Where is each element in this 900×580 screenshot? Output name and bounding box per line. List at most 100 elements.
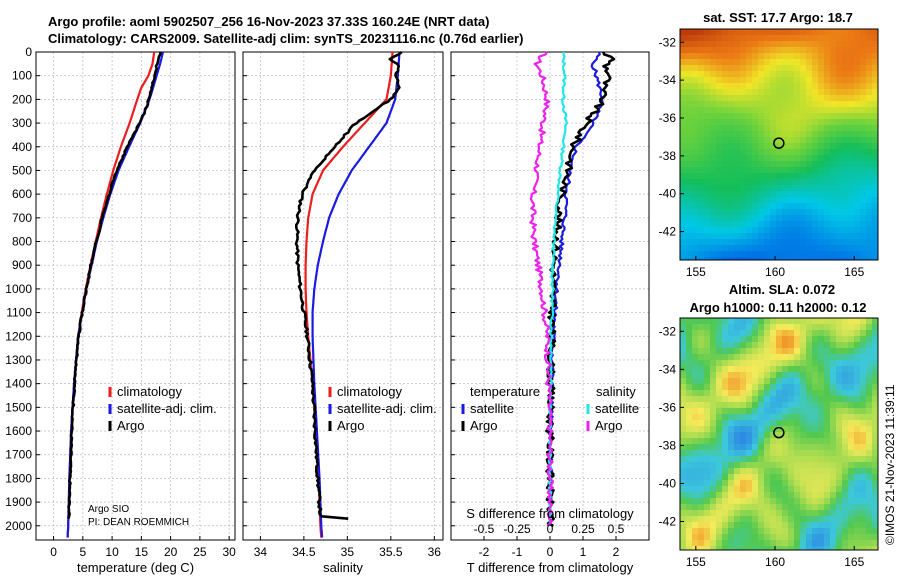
sla-map-cell xyxy=(830,414,836,420)
sst-map-cell xyxy=(728,215,734,221)
sla-map-cell xyxy=(836,348,842,354)
sst-map-cell xyxy=(836,131,842,137)
sst-map-cell xyxy=(746,257,752,260)
sla-map-cell xyxy=(752,390,758,396)
sst-map-cell xyxy=(788,161,794,167)
sla-map-cell xyxy=(698,462,704,468)
sla-map-cell xyxy=(824,330,830,336)
sla-map-cell xyxy=(854,384,860,390)
sst-map-cell xyxy=(770,167,776,173)
sla-map-cell xyxy=(722,378,728,384)
sla-map-cell xyxy=(866,396,872,402)
sla-map-cell xyxy=(854,510,860,516)
sla-map-cell xyxy=(794,438,800,444)
sst-map-cell xyxy=(782,29,788,35)
sla-map-cell xyxy=(716,462,722,468)
sla-map-cell xyxy=(836,396,842,402)
sst-map-cell xyxy=(686,209,692,215)
sst-map-cell xyxy=(692,197,698,203)
y-tick-label: 1400 xyxy=(5,377,32,391)
sla-map-cell xyxy=(716,384,722,390)
sla-map-cell xyxy=(740,390,746,396)
sla-map-cell xyxy=(728,384,734,390)
sst-map-cell xyxy=(872,233,878,239)
sst-map-cell xyxy=(722,107,728,113)
sst-map-cell xyxy=(680,101,686,107)
map-y-tick-label: -42 xyxy=(659,514,677,528)
sla-map-cell xyxy=(872,456,878,462)
sst-map-cell xyxy=(866,65,872,71)
sla-map-cell xyxy=(704,498,710,504)
sst-map-cell xyxy=(710,35,716,41)
sla-map-cell xyxy=(710,516,716,522)
sla-map-cell xyxy=(686,342,692,348)
sla-map-cell xyxy=(692,390,698,396)
sla-map-cell xyxy=(728,420,734,426)
sst-map-cell xyxy=(794,161,800,167)
sla-map-cell xyxy=(842,516,848,522)
sla-map-cell xyxy=(842,534,848,540)
sla-map-cell xyxy=(836,528,842,534)
sst-map-cell xyxy=(770,59,776,65)
sst-map-cell xyxy=(686,89,692,95)
sla-map-cell xyxy=(794,348,800,354)
sst-map-cell xyxy=(752,89,758,95)
sst-map-cell xyxy=(686,95,692,101)
sst-map-cell xyxy=(848,131,854,137)
sst-map-cell xyxy=(848,47,854,53)
sst-map-cell xyxy=(716,161,722,167)
sla-map-cell xyxy=(758,402,764,408)
sla-map-cell xyxy=(806,540,812,546)
sst-map-cell xyxy=(824,233,830,239)
sla-map-cell xyxy=(872,372,878,378)
sla-map-cell xyxy=(818,522,824,528)
sla-map-cell xyxy=(746,420,752,426)
sla-map-cell xyxy=(710,420,716,426)
sst-map-cell xyxy=(698,125,704,131)
sst-map-cell xyxy=(764,95,770,101)
sst-map-cell xyxy=(728,257,734,260)
sst-map-cell xyxy=(854,95,860,101)
sla-map-cell xyxy=(698,414,704,420)
sst-map-cell xyxy=(698,77,704,83)
sst-map-cell xyxy=(710,191,716,197)
sla-map-cell xyxy=(842,318,848,324)
sst-map-cell xyxy=(860,65,866,71)
sla-map-cell xyxy=(728,330,734,336)
sst-map-cell xyxy=(752,191,758,197)
sla-map-cell xyxy=(854,426,860,432)
sst-map-cell xyxy=(698,239,704,245)
sst-map-cell xyxy=(830,179,836,185)
sla-map-cell xyxy=(872,522,878,528)
sst-map-cell xyxy=(770,101,776,107)
sst-map-cell xyxy=(710,221,716,227)
sla-map-cell xyxy=(740,510,746,516)
sla-map-cell xyxy=(728,546,734,550)
sst-map-cell xyxy=(716,77,722,83)
sla-map-cell xyxy=(848,450,854,456)
sst-map-cell xyxy=(770,71,776,77)
sla-map-cell xyxy=(854,468,860,474)
sla-map-cell xyxy=(764,360,770,366)
sst-map-cell xyxy=(698,53,704,59)
sst-map-cell xyxy=(776,155,782,161)
y-tick-label: 800 xyxy=(12,235,32,249)
sla-map-cell xyxy=(788,540,794,546)
sla-map-cell xyxy=(824,504,830,510)
sla-map-cell xyxy=(806,444,812,450)
sla-map-cell xyxy=(848,408,854,414)
sst-map-cell xyxy=(806,137,812,143)
sla-map-cell xyxy=(740,414,746,420)
sla-map-cell xyxy=(782,468,788,474)
sst-map-cell xyxy=(686,47,692,53)
x-tick-label: 10 xyxy=(105,545,119,559)
sst-map-cell xyxy=(812,173,818,179)
sst-map-cell xyxy=(812,89,818,95)
sla-map-cell xyxy=(680,462,686,468)
sst-map-cell xyxy=(860,161,866,167)
sla-map-cell xyxy=(854,420,860,426)
sst-map-cell xyxy=(824,95,830,101)
sla-map-cell xyxy=(824,342,830,348)
sst-map-cell xyxy=(752,251,758,257)
sst-map-cell xyxy=(716,113,722,119)
